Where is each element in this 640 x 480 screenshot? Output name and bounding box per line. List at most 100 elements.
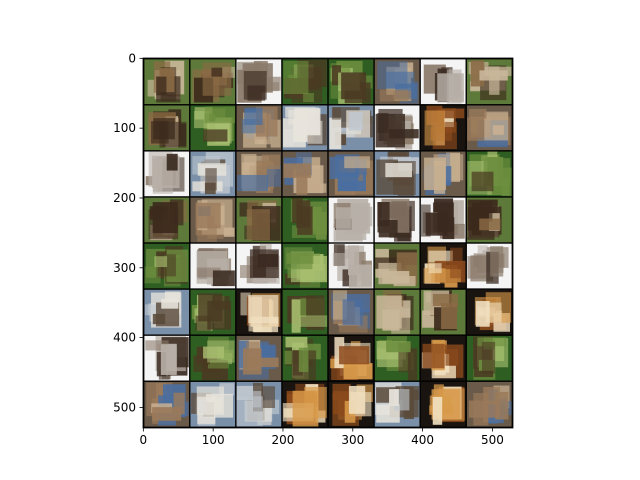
- tile-blob: [207, 300, 232, 330]
- tile-blob: [173, 392, 185, 415]
- tile-blob: [240, 292, 251, 316]
- tile-blob: [285, 336, 308, 348]
- tile-blob: [484, 111, 509, 141]
- tile-blob: [331, 107, 341, 120]
- tile-blob: [385, 163, 413, 178]
- tile-blob: [298, 347, 309, 372]
- tile-blob: [479, 218, 501, 231]
- tile-blob: [428, 250, 453, 263]
- tile-blob: [422, 343, 445, 369]
- tile-blob: [348, 245, 360, 276]
- tile-blob: [446, 69, 462, 104]
- tile-blob: [202, 62, 232, 96]
- tile-blob: [248, 294, 279, 324]
- tile-blob: [393, 90, 412, 101]
- tile-blob: [292, 350, 303, 376]
- tile-blob: [166, 153, 178, 171]
- tile-blob: [152, 407, 182, 421]
- tile-blob: [335, 207, 367, 241]
- y-tick-label: 400: [113, 331, 136, 345]
- tile-blob: [377, 201, 390, 227]
- tile-blob: [283, 60, 309, 94]
- tile-blob: [468, 400, 500, 418]
- tile-blob: [204, 106, 236, 124]
- tile-blob: [294, 108, 321, 136]
- tile-blob: [244, 107, 263, 125]
- tile-blob: [397, 175, 414, 196]
- tile-blob: [297, 206, 313, 235]
- tile-blob: [156, 76, 167, 96]
- tile-blob: [145, 340, 169, 351]
- tile-blob: [450, 247, 463, 279]
- tile-blob: [339, 346, 370, 365]
- y-tick-label: 100: [113, 121, 136, 135]
- tile-blob: [329, 117, 342, 149]
- tile-blob: [377, 61, 408, 90]
- tile-blob: [266, 165, 281, 187]
- tile-blob: [211, 67, 223, 77]
- tile-blob: [425, 212, 448, 236]
- tile-blob: [441, 303, 457, 330]
- x-tick-label: 200: [272, 433, 295, 447]
- tile-blob: [197, 396, 216, 424]
- tile-blob: [440, 108, 465, 119]
- tile-blob: [348, 111, 363, 131]
- tile-blob: [331, 65, 342, 86]
- tile-blob: [153, 158, 163, 192]
- tile-blob: [261, 386, 275, 409]
- tile-blob: [424, 157, 447, 191]
- axes-frame: [142, 57, 514, 429]
- axes: 0 100 200 300 400 500 0 100 200 300 400 500: [113, 51, 514, 447]
- tile-blob: [152, 202, 178, 234]
- x-tick-label: 100: [202, 433, 225, 447]
- tile-blob: [151, 121, 169, 144]
- tile-blob: [237, 174, 269, 192]
- tile-blob: [161, 298, 179, 309]
- tile-blob: [501, 167, 512, 197]
- tile-blob: [343, 363, 373, 380]
- tile-blob: [160, 344, 177, 375]
- tile-blob: [471, 171, 494, 192]
- x-tick-label: 300: [341, 433, 364, 447]
- tile-blob: [203, 129, 228, 142]
- tile-blob: [489, 66, 500, 95]
- tile-blob: [145, 304, 165, 316]
- tile-blob: [354, 251, 366, 274]
- tile-blob: [247, 357, 279, 368]
- tile-blob: [246, 209, 270, 241]
- x-tick-label: 400: [411, 433, 434, 447]
- tile-blob: [338, 172, 359, 191]
- tile-blob: [467, 256, 487, 279]
- tile-blob: [477, 337, 507, 347]
- tile-blob: [195, 202, 221, 229]
- tile-blob: [344, 156, 370, 169]
- y-tick-label: 0: [128, 51, 136, 65]
- tile-blob: [205, 168, 217, 191]
- tile-blob: [144, 266, 161, 284]
- tile-blob: [196, 267, 221, 278]
- tile-blob: [212, 270, 235, 287]
- tile-blob: [424, 110, 445, 146]
- tile-blob: [443, 110, 454, 128]
- tile-blob: [432, 396, 443, 425]
- tile-blob: [479, 201, 493, 222]
- tile-blob: [249, 249, 279, 279]
- y-tick-label: 500: [113, 400, 136, 414]
- tile-blob: [249, 165, 277, 175]
- tile-blob: [243, 71, 267, 100]
- tile-blob: [386, 341, 411, 353]
- tile-blob: [284, 247, 313, 270]
- tile-blob: [377, 112, 389, 133]
- y-tick-label: 200: [113, 191, 136, 205]
- tile-blob: [469, 108, 487, 119]
- tile-blob: [490, 246, 504, 277]
- tile-blob: [376, 295, 402, 329]
- tile-blob: [283, 163, 312, 178]
- tile-blob: [389, 389, 399, 406]
- y-tick-label: 300: [113, 261, 136, 275]
- x-tick-label: 500: [481, 433, 504, 447]
- tile-blob: [342, 299, 363, 326]
- tile-blob: [245, 341, 260, 372]
- tile-blob: [428, 263, 442, 274]
